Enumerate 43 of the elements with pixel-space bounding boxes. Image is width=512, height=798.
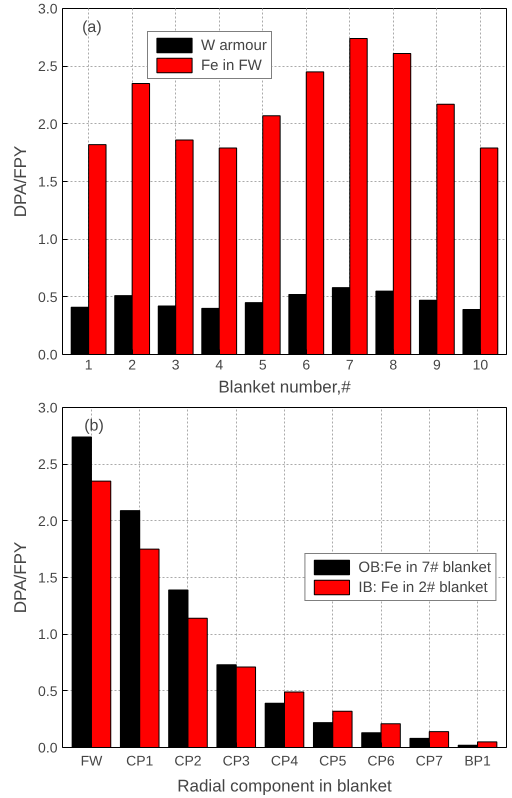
x-tick-label: BP1: [464, 752, 491, 768]
y-tick-label: 1.0: [38, 231, 58, 248]
y-tick-label: 1.5: [38, 570, 58, 586]
x-tick-label: 10: [472, 356, 488, 372]
x-tick-label: CP5: [319, 752, 347, 768]
y-tick-label: 2.0: [38, 116, 58, 132]
x-tick-label: 5: [258, 356, 267, 372]
y-tick-label: 2.0: [38, 512, 58, 529]
legend-label: IB: Fe in 2# blanket: [358, 578, 488, 596]
x-axis-title: Blanket number,#: [218, 378, 352, 396]
legend-label: W armour: [201, 36, 267, 54]
x-axis-title: Radial component in blanket: [177, 776, 392, 796]
x-tick-label: 7: [346, 356, 354, 372]
y-tick-label: 2.5: [38, 58, 58, 74]
legend-label: Fe in FW: [201, 56, 262, 74]
y-tick-label: 0.0: [38, 346, 58, 362]
y-axis-title: DPA/FPY: [11, 146, 30, 218]
x-tick-label: CP4: [270, 752, 298, 768]
x-tick-label: 6: [302, 356, 310, 372]
x-tick-label: 3: [172, 356, 180, 372]
y-tick-label: 3.0: [38, 400, 58, 416]
y-tick-label: 3.0: [38, 0, 58, 16]
x-tick-label: CP1: [126, 752, 154, 768]
y-tick-label: 1.0: [38, 626, 58, 642]
annotation: (b): [84, 418, 104, 435]
x-tick-label: 9: [432, 356, 441, 372]
x-tick-label: CP6: [367, 752, 395, 768]
legend-label: OB:Fe in 7# blanket: [358, 558, 491, 576]
y-axis-title: DPA/FPY: [11, 542, 30, 614]
x-tick-label: FW: [80, 752, 104, 768]
y-tick-label: 2.5: [38, 456, 58, 472]
y-tick-label: 1.5: [38, 174, 58, 190]
x-tick-label: CP2: [174, 752, 202, 768]
x-tick-label: 2: [128, 356, 136, 372]
y-tick-label: 0.5: [38, 682, 58, 699]
x-tick-label: CP7: [416, 752, 444, 768]
annotation: (a): [82, 18, 102, 36]
x-tick-label: 4: [215, 356, 224, 372]
x-tick-label: 8: [389, 356, 398, 372]
y-tick-label: 0.0: [38, 740, 58, 756]
x-tick-label: CP3: [222, 752, 250, 768]
x-tick-label: 1: [84, 356, 93, 372]
y-tick-label: 0.5: [38, 288, 58, 305]
